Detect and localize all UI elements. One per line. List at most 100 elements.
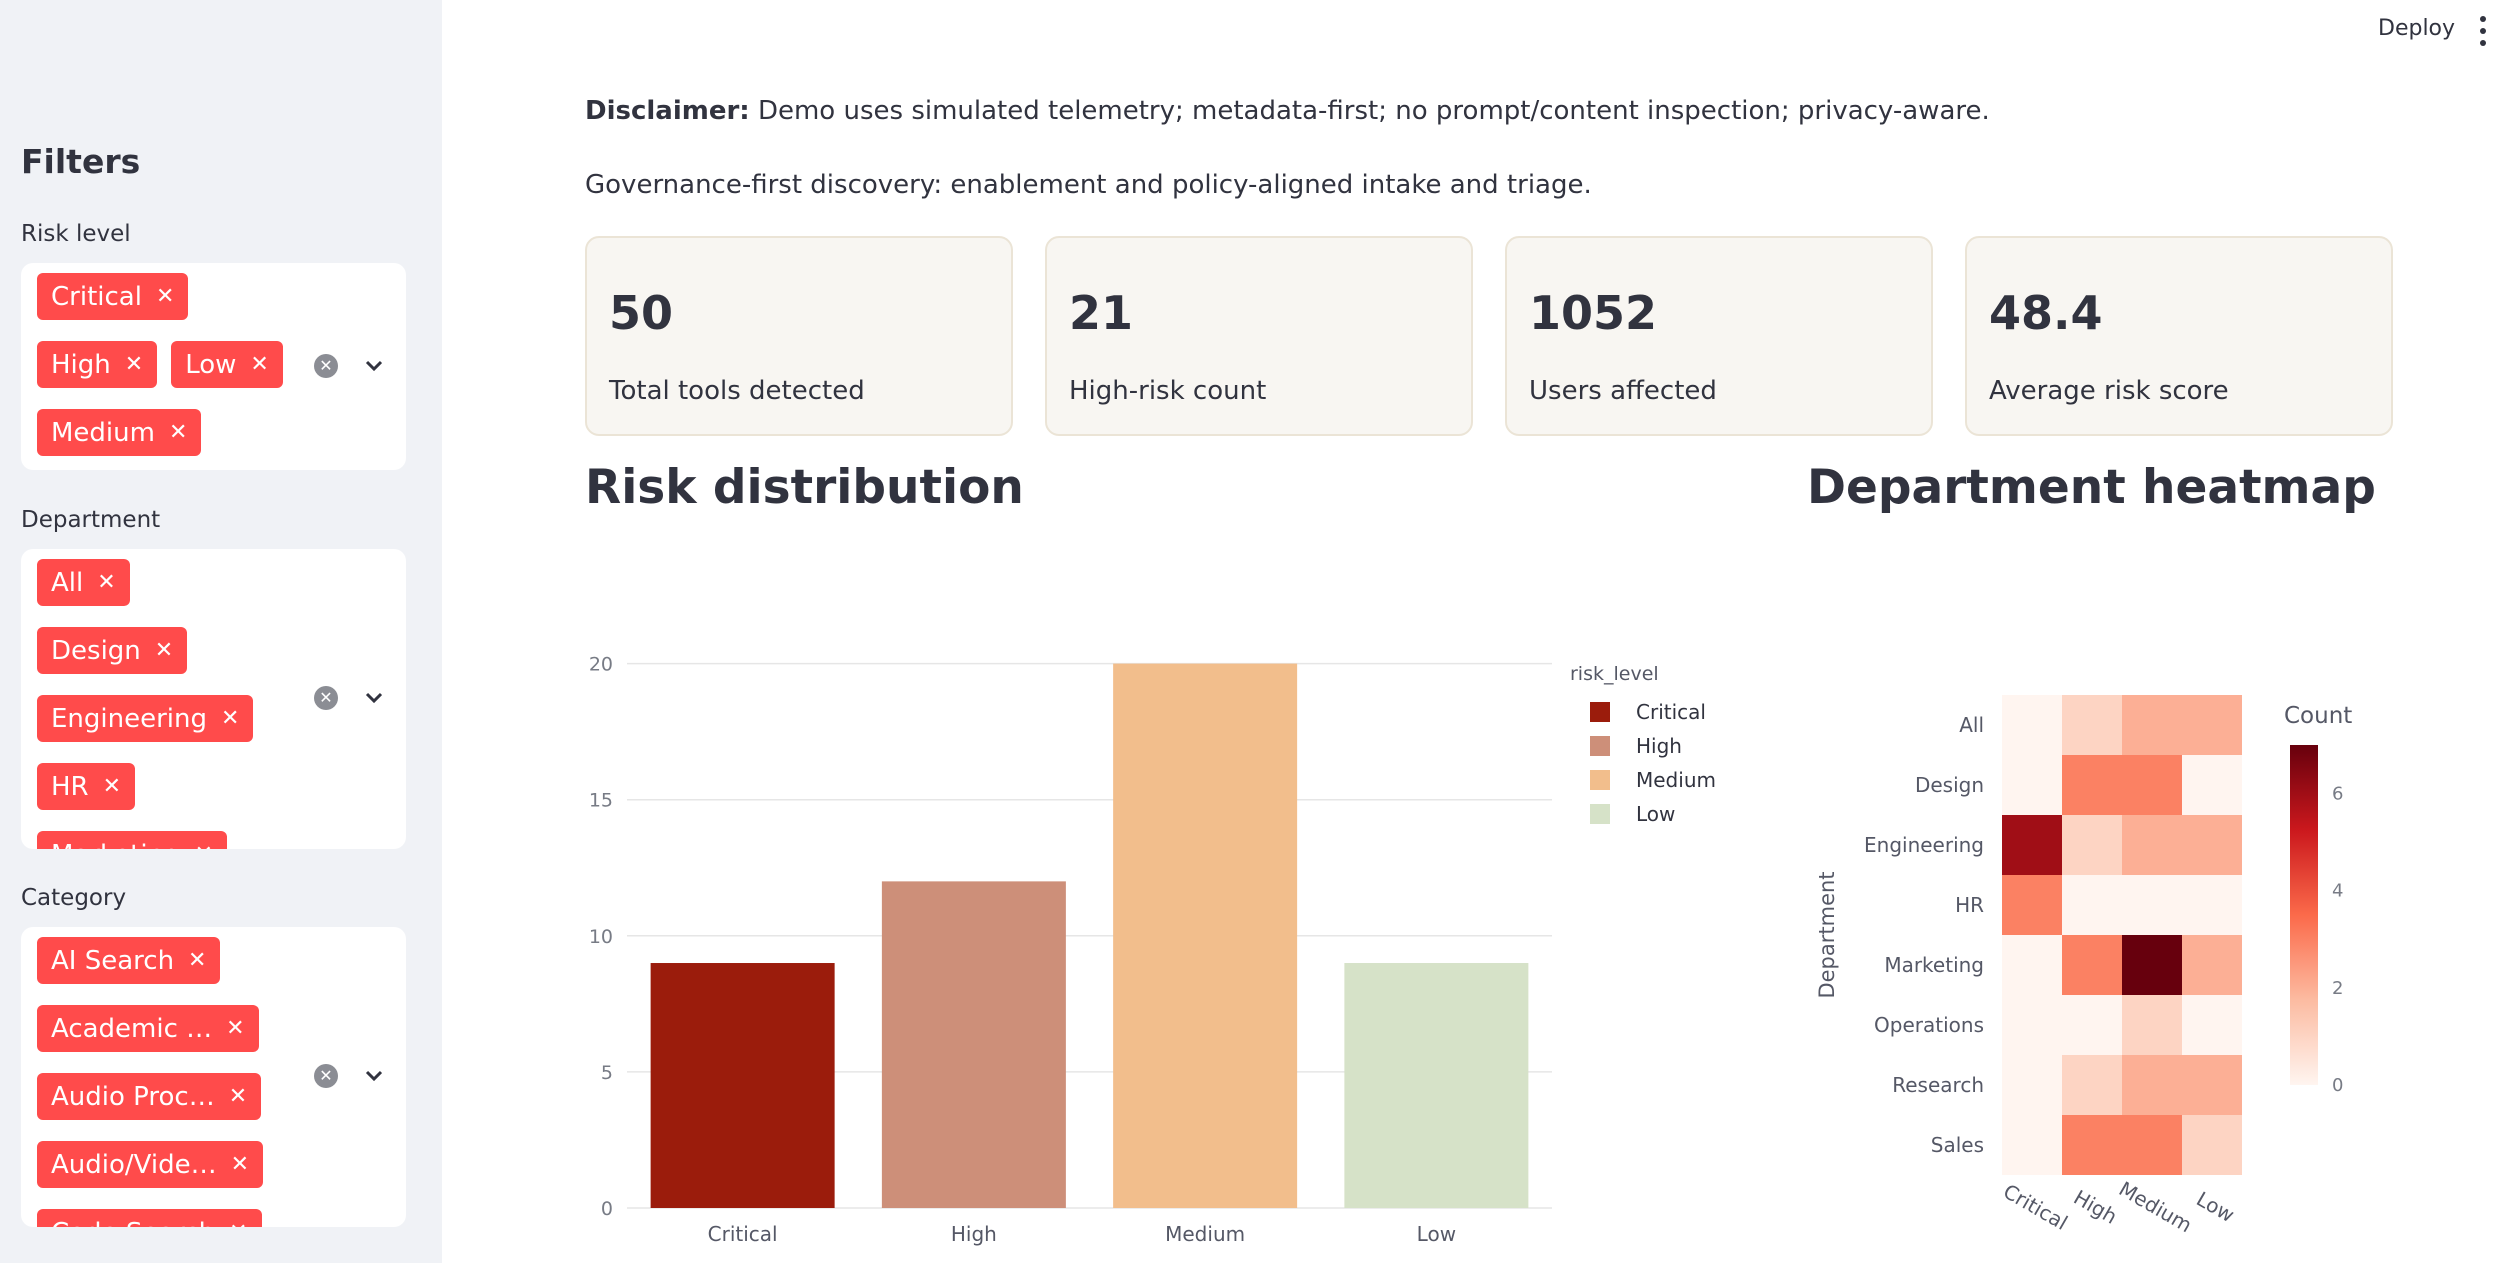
heatmap-cell[interactable]: [2182, 935, 2242, 995]
heatmap-cell[interactable]: [2062, 875, 2122, 935]
heatmap-cell[interactable]: [2002, 995, 2062, 1055]
chip-marketing[interactable]: Marketing✕: [37, 831, 228, 849]
heatmap-cell[interactable]: [2062, 935, 2122, 995]
chevron-down-icon[interactable]: [364, 359, 384, 373]
remove-chip-icon[interactable]: ✕: [221, 706, 240, 731]
legend-swatch[interactable]: [1590, 804, 1610, 824]
chip-engineering[interactable]: Engineering ✕: [37, 695, 254, 742]
category-multiselect[interactable]: AI Search ✕ Academic … ✕ Audio Proc… ✕ Audi…: [21, 927, 406, 1227]
heatmap-cell[interactable]: [2002, 815, 2062, 875]
heatmap-cell[interactable]: [2122, 995, 2182, 1055]
remove-chip-icon[interactable]: ✕: [97, 570, 116, 595]
heatmap-cell[interactable]: [2122, 935, 2182, 995]
remove-chip-icon[interactable]: ✕: [124, 352, 144, 377]
chevron-down-icon[interactable]: [364, 691, 384, 705]
remove-chip-icon[interactable]: ✕: [229, 1220, 247, 1227]
heatmap-cell[interactable]: [2182, 695, 2242, 755]
bar-medium[interactable]: [1113, 663, 1298, 1208]
remove-chip-icon[interactable]: ✕: [188, 948, 207, 973]
heatmap-cell[interactable]: [2002, 695, 2062, 755]
legend-swatch[interactable]: [1590, 702, 1610, 722]
heatmap-cell[interactable]: [2062, 695, 2122, 755]
heatmap-cell[interactable]: [2062, 815, 2122, 875]
heatmap-cell[interactable]: [2002, 935, 2062, 995]
chip-hr[interactable]: HR ✕: [37, 763, 136, 810]
risk-distribution-chart: 05101520countCriticalHighMediumLowrisk_l…: [589, 654, 1716, 1246]
heatmap-y-label: Operations: [1874, 1013, 1984, 1037]
heatmap-cell[interactable]: [2182, 755, 2242, 815]
sidebar: Filters Risk level Critical ✕ High ✕ Low ✕ …: [0, 0, 442, 1263]
remove-chip-icon[interactable]: ✕: [195, 842, 213, 849]
heatmap-cell[interactable]: [2062, 1055, 2122, 1115]
clear-all-icon[interactable]: ✕: [314, 1064, 338, 1088]
metric-value: 48.4: [1989, 286, 2103, 340]
heatmap-cell[interactable]: [2122, 815, 2182, 875]
heatmap-cell[interactable]: [2062, 1115, 2122, 1175]
bar-high[interactable]: [881, 881, 1066, 1208]
clear-all-icon[interactable]: ✕: [314, 354, 338, 378]
page-subtitle: Governance-first discovery: enablement a…: [585, 170, 1592, 200]
chip-ai-search[interactable]: AI Search ✕: [37, 937, 221, 984]
colorbar-tick-label: 2: [2332, 978, 2343, 999]
heatmap-cell[interactable]: [2122, 1115, 2182, 1175]
x-tick-label: Critical: [708, 1222, 778, 1246]
heatmap-cell[interactable]: [2182, 1055, 2242, 1115]
risk-distribution-title: Risk distribution: [585, 460, 1024, 515]
main-area: Deploy Disclaimer: Demo uses simulated t…: [442, 0, 2500, 1263]
sidebar-title: Filters: [21, 142, 141, 181]
heatmap-cell[interactable]: [2182, 1115, 2242, 1175]
legend-label[interactable]: Critical: [1636, 700, 1706, 724]
chip-high[interactable]: High ✕: [37, 341, 158, 388]
chip-all[interactable]: All ✕: [37, 559, 130, 606]
chip-code-search[interactable]: Code Search✕: [37, 1209, 262, 1227]
heatmap-cell[interactable]: [2182, 875, 2242, 935]
remove-chip-icon[interactable]: ✕: [226, 1016, 245, 1041]
colorbar-title: Count: [2284, 703, 2352, 729]
remove-chip-icon[interactable]: ✕: [230, 1152, 250, 1177]
chip-academic[interactable]: Academic … ✕: [37, 1005, 259, 1052]
chip-audio-processing[interactable]: Audio Proc… ✕: [37, 1073, 262, 1120]
remove-chip-icon[interactable]: ✕: [168, 420, 188, 445]
bar-low[interactable]: [1344, 963, 1529, 1208]
chip-design[interactable]: Design ✕: [37, 627, 188, 674]
risk-level-multiselect[interactable]: Critical ✕ High ✕ Low ✕ Medium ✕ ✕: [21, 263, 406, 470]
clear-all-icon[interactable]: ✕: [314, 686, 338, 710]
heatmap-cell[interactable]: [2122, 695, 2182, 755]
heatmap-y-label: HR: [1955, 893, 1984, 917]
legend-label[interactable]: Low: [1636, 802, 1675, 826]
chip-medium[interactable]: Medium ✕: [37, 409, 202, 456]
legend-swatch[interactable]: [1590, 736, 1610, 756]
heatmap-x-label: High: [2070, 1185, 2122, 1229]
legend-label[interactable]: Medium: [1636, 768, 1716, 792]
chip-critical[interactable]: Critical ✕: [37, 273, 189, 320]
chevron-down-icon[interactable]: [364, 1069, 384, 1083]
heatmap-cell[interactable]: [2122, 875, 2182, 935]
chip-low[interactable]: Low ✕: [171, 341, 283, 388]
heatmap-cell[interactable]: [2002, 755, 2062, 815]
remove-chip-icon[interactable]: ✕: [102, 774, 122, 799]
legend-swatch[interactable]: [1590, 770, 1610, 790]
remove-chip-icon[interactable]: ✕: [250, 352, 269, 377]
heatmap-cell[interactable]: [2062, 995, 2122, 1055]
bar-critical[interactable]: [650, 963, 835, 1208]
department-heatmap-chart: All Design Engineering HR Marketing Operation…: [1815, 695, 2352, 1237]
department-multiselect[interactable]: All✕ Design✕ Engineering✕ HR✕ Marketing✕…: [21, 549, 406, 849]
remove-chip-icon[interactable]: ✕: [228, 1084, 248, 1109]
x-tick-label: Low: [1417, 1222, 1456, 1246]
remove-chip-icon[interactable]: ✕: [154, 638, 174, 663]
heatmap-cell[interactable]: [2002, 1055, 2062, 1115]
heatmap-cell[interactable]: [2062, 755, 2122, 815]
chip-audio-video[interactable]: Audio/Vide… ✕: [37, 1141, 264, 1188]
heatmap-cell[interactable]: [2182, 815, 2242, 875]
more-menu-icon[interactable]: [2478, 16, 2488, 46]
heatmap-cell[interactable]: [2182, 995, 2242, 1055]
heatmap-cell[interactable]: [2122, 1055, 2182, 1115]
heatmap-cell[interactable]: [2002, 875, 2062, 935]
heatmap-cell[interactable]: [2122, 755, 2182, 815]
heatmap-cell[interactable]: [2002, 1115, 2062, 1175]
department-heatmap-title: Department heatmap: [1807, 460, 2376, 515]
remove-chip-icon[interactable]: ✕: [155, 284, 175, 309]
deploy-button[interactable]: Deploy: [2378, 16, 2456, 41]
disclaimer-text: Demo uses simulated telemetry; metadata-…: [749, 96, 1990, 126]
legend-label[interactable]: High: [1636, 734, 1682, 758]
